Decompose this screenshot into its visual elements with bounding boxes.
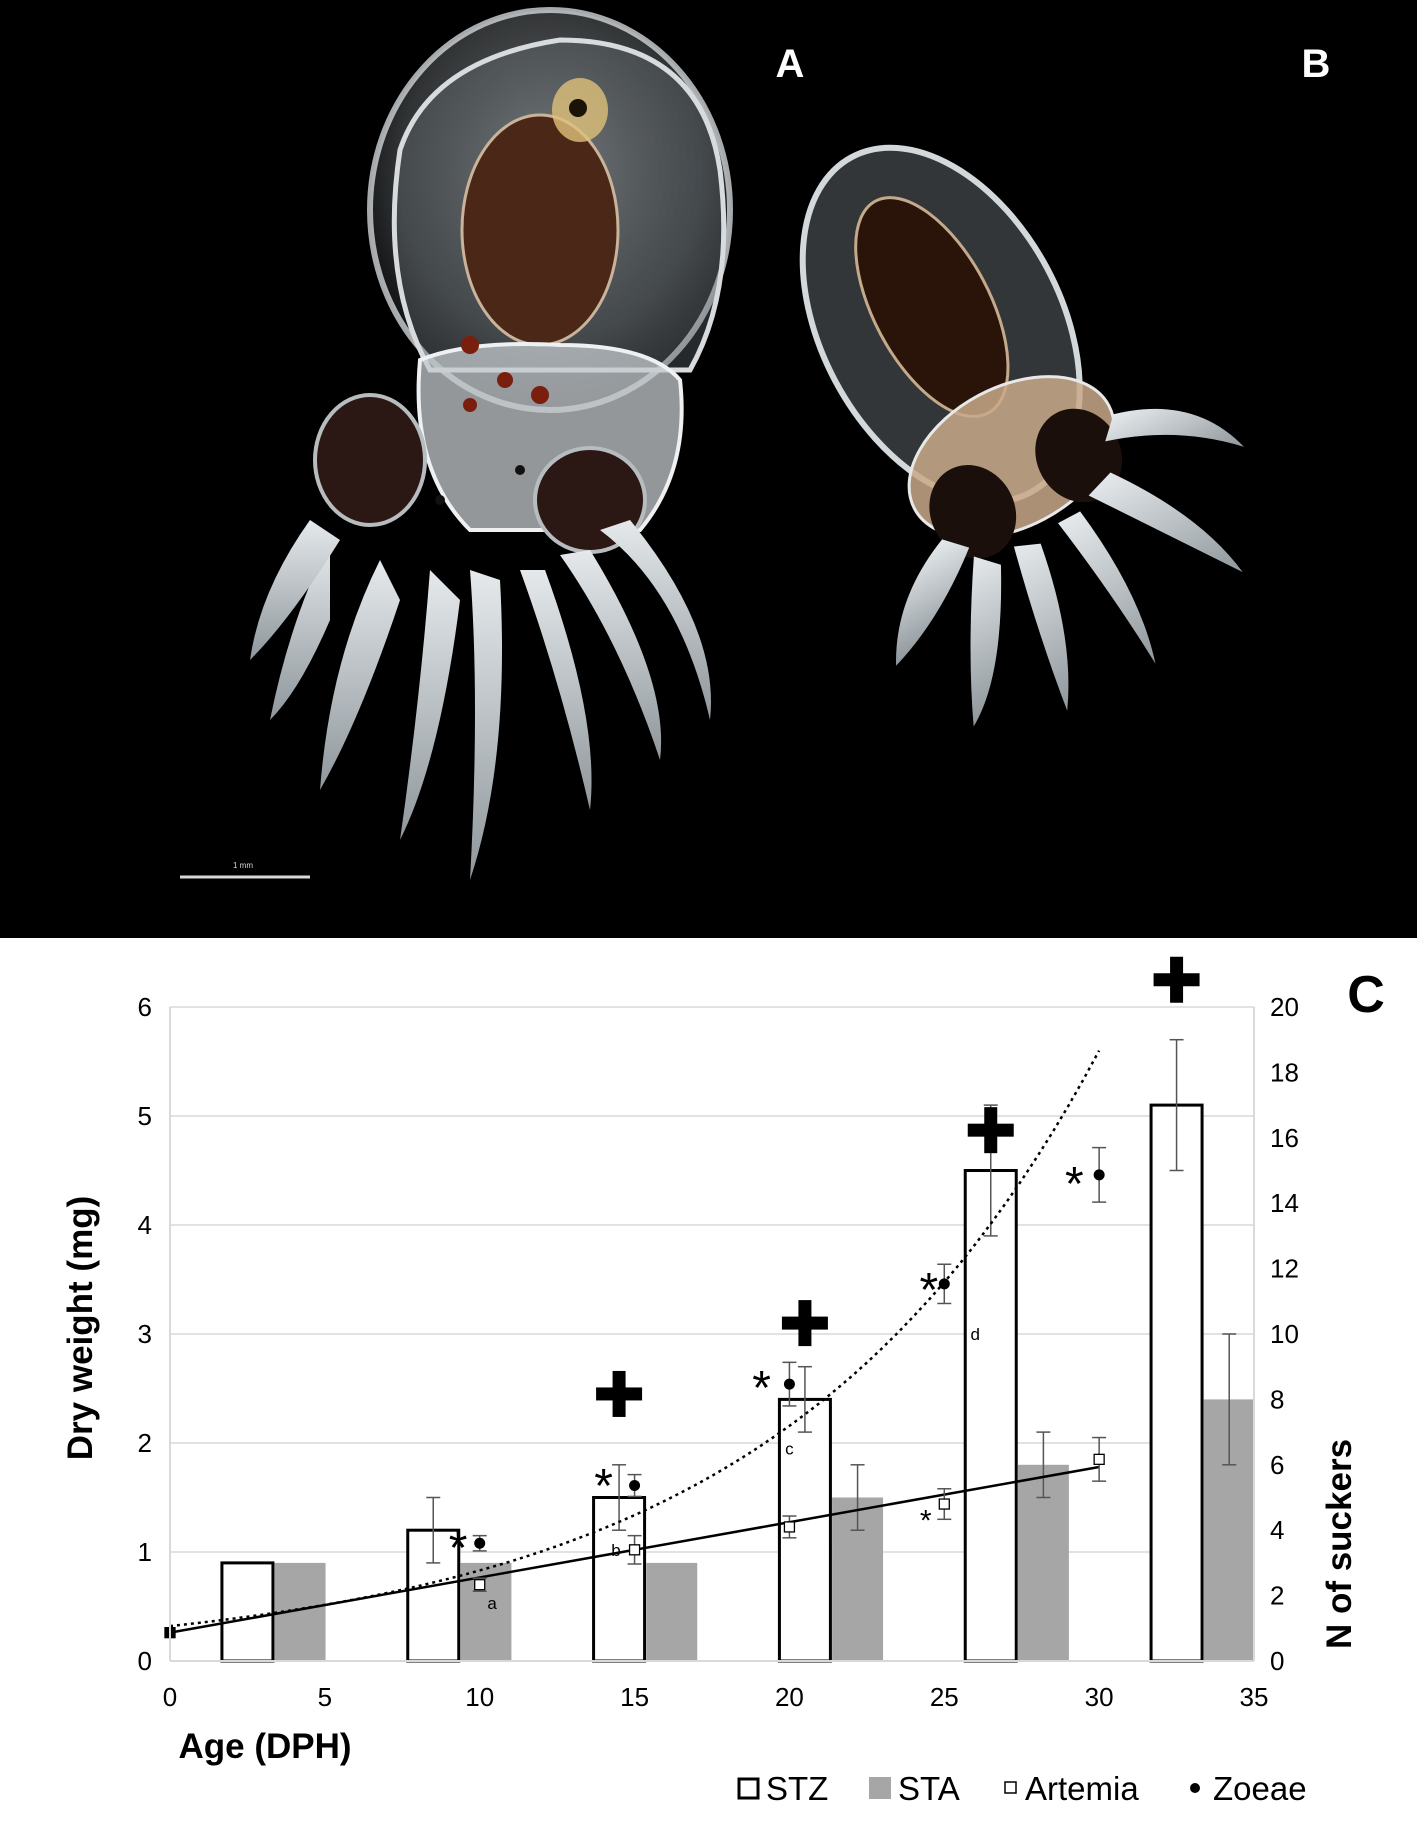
group-letter: d — [971, 1325, 980, 1344]
y-left-tick-label: 3 — [138, 1319, 152, 1349]
significance-asterisk: * — [449, 1522, 468, 1575]
y-axis-right-title: N of suckers — [1320, 1439, 1359, 1649]
point-zoeae — [474, 1537, 486, 1549]
panel-label-c: C — [1347, 966, 1385, 1024]
x-tick-label: 20 — [775, 1682, 804, 1712]
photo-label-b: B — [1302, 42, 1331, 86]
y-right-tick-label: 2 — [1270, 1581, 1284, 1611]
legend-swatch-zoeae — [1190, 1783, 1200, 1793]
scale-bar-label: 1 mm — [233, 861, 253, 870]
point-artemia — [783, 1521, 796, 1533]
bar-stz — [963, 1169, 1018, 1663]
point-zoeae — [938, 1278, 950, 1290]
significance-plus-marker — [798, 1300, 812, 1347]
point-artemia — [1093, 1453, 1105, 1465]
legend-label-stz: STZ — [766, 1770, 828, 1807]
significance-plus-marker — [1170, 956, 1184, 1003]
bars — [220, 1038, 1255, 1663]
point-artemia — [474, 1579, 486, 1591]
legend: STZ STA Artemia Zoeae — [737, 1770, 1307, 1807]
y-right-tick-label: 18 — [1270, 1057, 1299, 1087]
y-left-tick-label: 6 — [138, 992, 152, 1022]
significance-asterisk: * — [594, 1460, 613, 1513]
point-zoeae — [783, 1378, 795, 1390]
paralarva-b — [799, 144, 1245, 727]
squid-paralarvae-photo: A B 1 mm — [0, 0, 1417, 938]
bar-stz — [1149, 1103, 1204, 1663]
y-left-tick-label: 0 — [138, 1646, 152, 1676]
x-tick-label: 5 — [318, 1682, 332, 1712]
y-left-tick-label: 5 — [138, 1101, 152, 1131]
x-tick-label: 25 — [930, 1682, 959, 1712]
x-tick-label: 35 — [1240, 1682, 1269, 1712]
grid-lines — [170, 1006, 1254, 1553]
y-right-tick-label: 20 — [1270, 992, 1299, 1022]
group-letter: c — [785, 1439, 794, 1458]
y-right-tick-label: 6 — [1270, 1450, 1284, 1480]
significance-asterisk: * — [1065, 1158, 1084, 1211]
bar-sta — [646, 1562, 698, 1661]
legend-swatch-sta — [869, 1777, 891, 1799]
point-artemia — [628, 1544, 641, 1556]
group-letter: a — [487, 1594, 497, 1613]
significance-plus-marker — [984, 1107, 998, 1154]
y-right-tick-label: 8 — [1270, 1384, 1284, 1414]
y-right-tick-label: 4 — [1270, 1515, 1284, 1545]
legend-swatch-stz — [737, 1777, 760, 1800]
legend-label-zoeae: Zoeae — [1213, 1770, 1307, 1807]
annotations: * * * * * * a b c d — [449, 956, 1200, 1613]
x-tick-label: 10 — [465, 1682, 494, 1712]
significance-asterisk: * — [919, 1264, 938, 1317]
legend-label-sta: STA — [898, 1770, 960, 1807]
significance-plus-marker — [612, 1370, 626, 1417]
y-right-tick-label: 12 — [1270, 1254, 1299, 1284]
y-left-tick-label: 1 — [138, 1537, 152, 1567]
legend-label-artemia: Artemia — [1025, 1770, 1139, 1807]
point-zoeae — [1093, 1169, 1105, 1181]
y-right-tick-label: 16 — [1270, 1123, 1299, 1153]
y-axis-left-title: Dry weight (mg) — [61, 1196, 100, 1460]
x-tick-label: 0 — [163, 1682, 177, 1712]
significance-asterisk: * — [752, 1362, 771, 1415]
point-zoeae — [629, 1480, 641, 1492]
point-artemia — [938, 1498, 950, 1510]
y-right-tick-label: 10 — [1270, 1319, 1299, 1349]
group-letter: b — [611, 1541, 620, 1560]
x-axis-title: Age (DPH) — [178, 1727, 351, 1766]
y-left-tick-label: 4 — [138, 1210, 152, 1240]
bar-stz — [220, 1561, 275, 1663]
y-right-tick-label: 0 — [1270, 1646, 1284, 1676]
y-left-tick-label: 2 — [138, 1428, 152, 1458]
x-tick-label: 30 — [1085, 1682, 1114, 1712]
x-tick-label: 15 — [620, 1682, 649, 1712]
paralarva-a — [250, 7, 733, 880]
points — [164, 1146, 1107, 1639]
photo-label-a: A — [776, 42, 805, 86]
y-right-tick-label: 14 — [1270, 1188, 1299, 1218]
legend-swatch-artemia — [1004, 1781, 1017, 1794]
significance-asterisk: * — [920, 1504, 932, 1537]
